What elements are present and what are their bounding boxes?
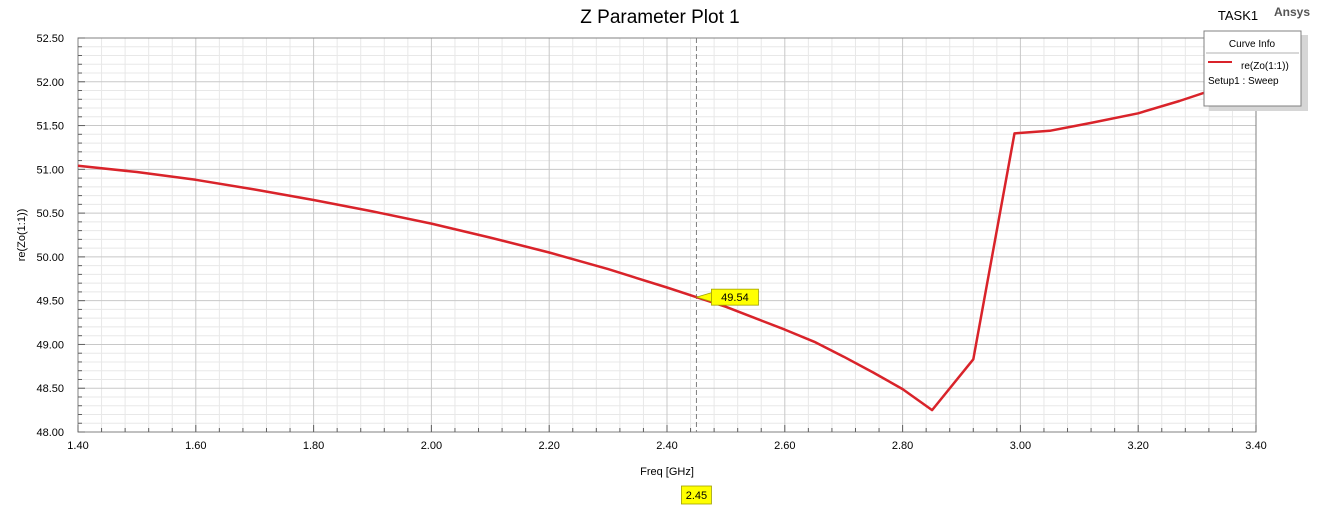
legend-title: Curve Info — [1229, 39, 1276, 50]
x-tick-label: 3.40 — [1245, 440, 1266, 452]
chart-title: Z Parameter Plot 1 — [580, 7, 739, 28]
x-tick-label: 2.40 — [656, 440, 677, 452]
y-tick-label: 50.00 — [36, 252, 64, 264]
curve-re-zo — [77, 70, 1257, 412]
x-tick-label: 2.80 — [892, 440, 913, 452]
marker-y-label[interactable]: 49.54 — [695, 288, 759, 306]
y-tick-label: 50.50 — [36, 208, 64, 220]
x-tick-label: 3.00 — [1010, 440, 1031, 452]
legend-setup: Setup1 : Sweep — [1208, 76, 1279, 87]
y-tick-label: 49.50 — [36, 296, 64, 308]
curve-info-legend[interactable]: Curve Info re(Zo(1:1)) Setup1 : Sweep — [1203, 30, 1308, 111]
x-axis-ticks: 1.40 1.60 1.80 2.00 2.20 2.40 2.60 2.80 3.00 3.20… — [67, 425, 1267, 452]
y-tick-label: 51.50 — [36, 121, 64, 133]
marker-y-box — [711, 288, 759, 306]
marker-x-value: 2.45 — [686, 490, 707, 502]
legend-entry: re(Zo(1:1)) — [1241, 61, 1289, 72]
x-tick-label: 3.20 — [1127, 440, 1148, 452]
y-tick-label: 52.50 — [36, 33, 64, 45]
marker-x-box — [681, 485, 712, 505]
ansys-logo: Ansys — [1274, 5, 1310, 19]
y-tick-label: 49.00 — [36, 339, 64, 351]
y-tick-label: 52.00 — [36, 77, 64, 89]
task-label: TASK1 — [1218, 8, 1258, 23]
y-tick-label: 48.00 — [36, 427, 64, 439]
y-tick-label: 48.50 — [36, 383, 64, 395]
y-tick-label: 51.00 — [36, 164, 64, 176]
x-tick-label: 1.40 — [67, 440, 88, 452]
y-axis-ticks: 48.00 48.50 49.00 49.50 50.00 50.50 51.00 51.50… — [36, 33, 85, 439]
x-tick-label: 1.80 — [303, 440, 324, 452]
x-tick-label: 1.60 — [185, 440, 206, 452]
y-axis-label: re(Zo(1:1)) — [16, 209, 28, 262]
x-tick-label: 2.00 — [421, 440, 442, 452]
marker-y-value: 49.54 — [721, 292, 749, 304]
x-axis-label: Freq [GHz] — [640, 466, 694, 478]
x-tick-label: 2.20 — [538, 440, 559, 452]
legend-box — [1203, 30, 1302, 107]
x-tick-label: 2.60 — [774, 440, 795, 452]
marker-x-label[interactable]: 2.45 — [681, 485, 712, 505]
